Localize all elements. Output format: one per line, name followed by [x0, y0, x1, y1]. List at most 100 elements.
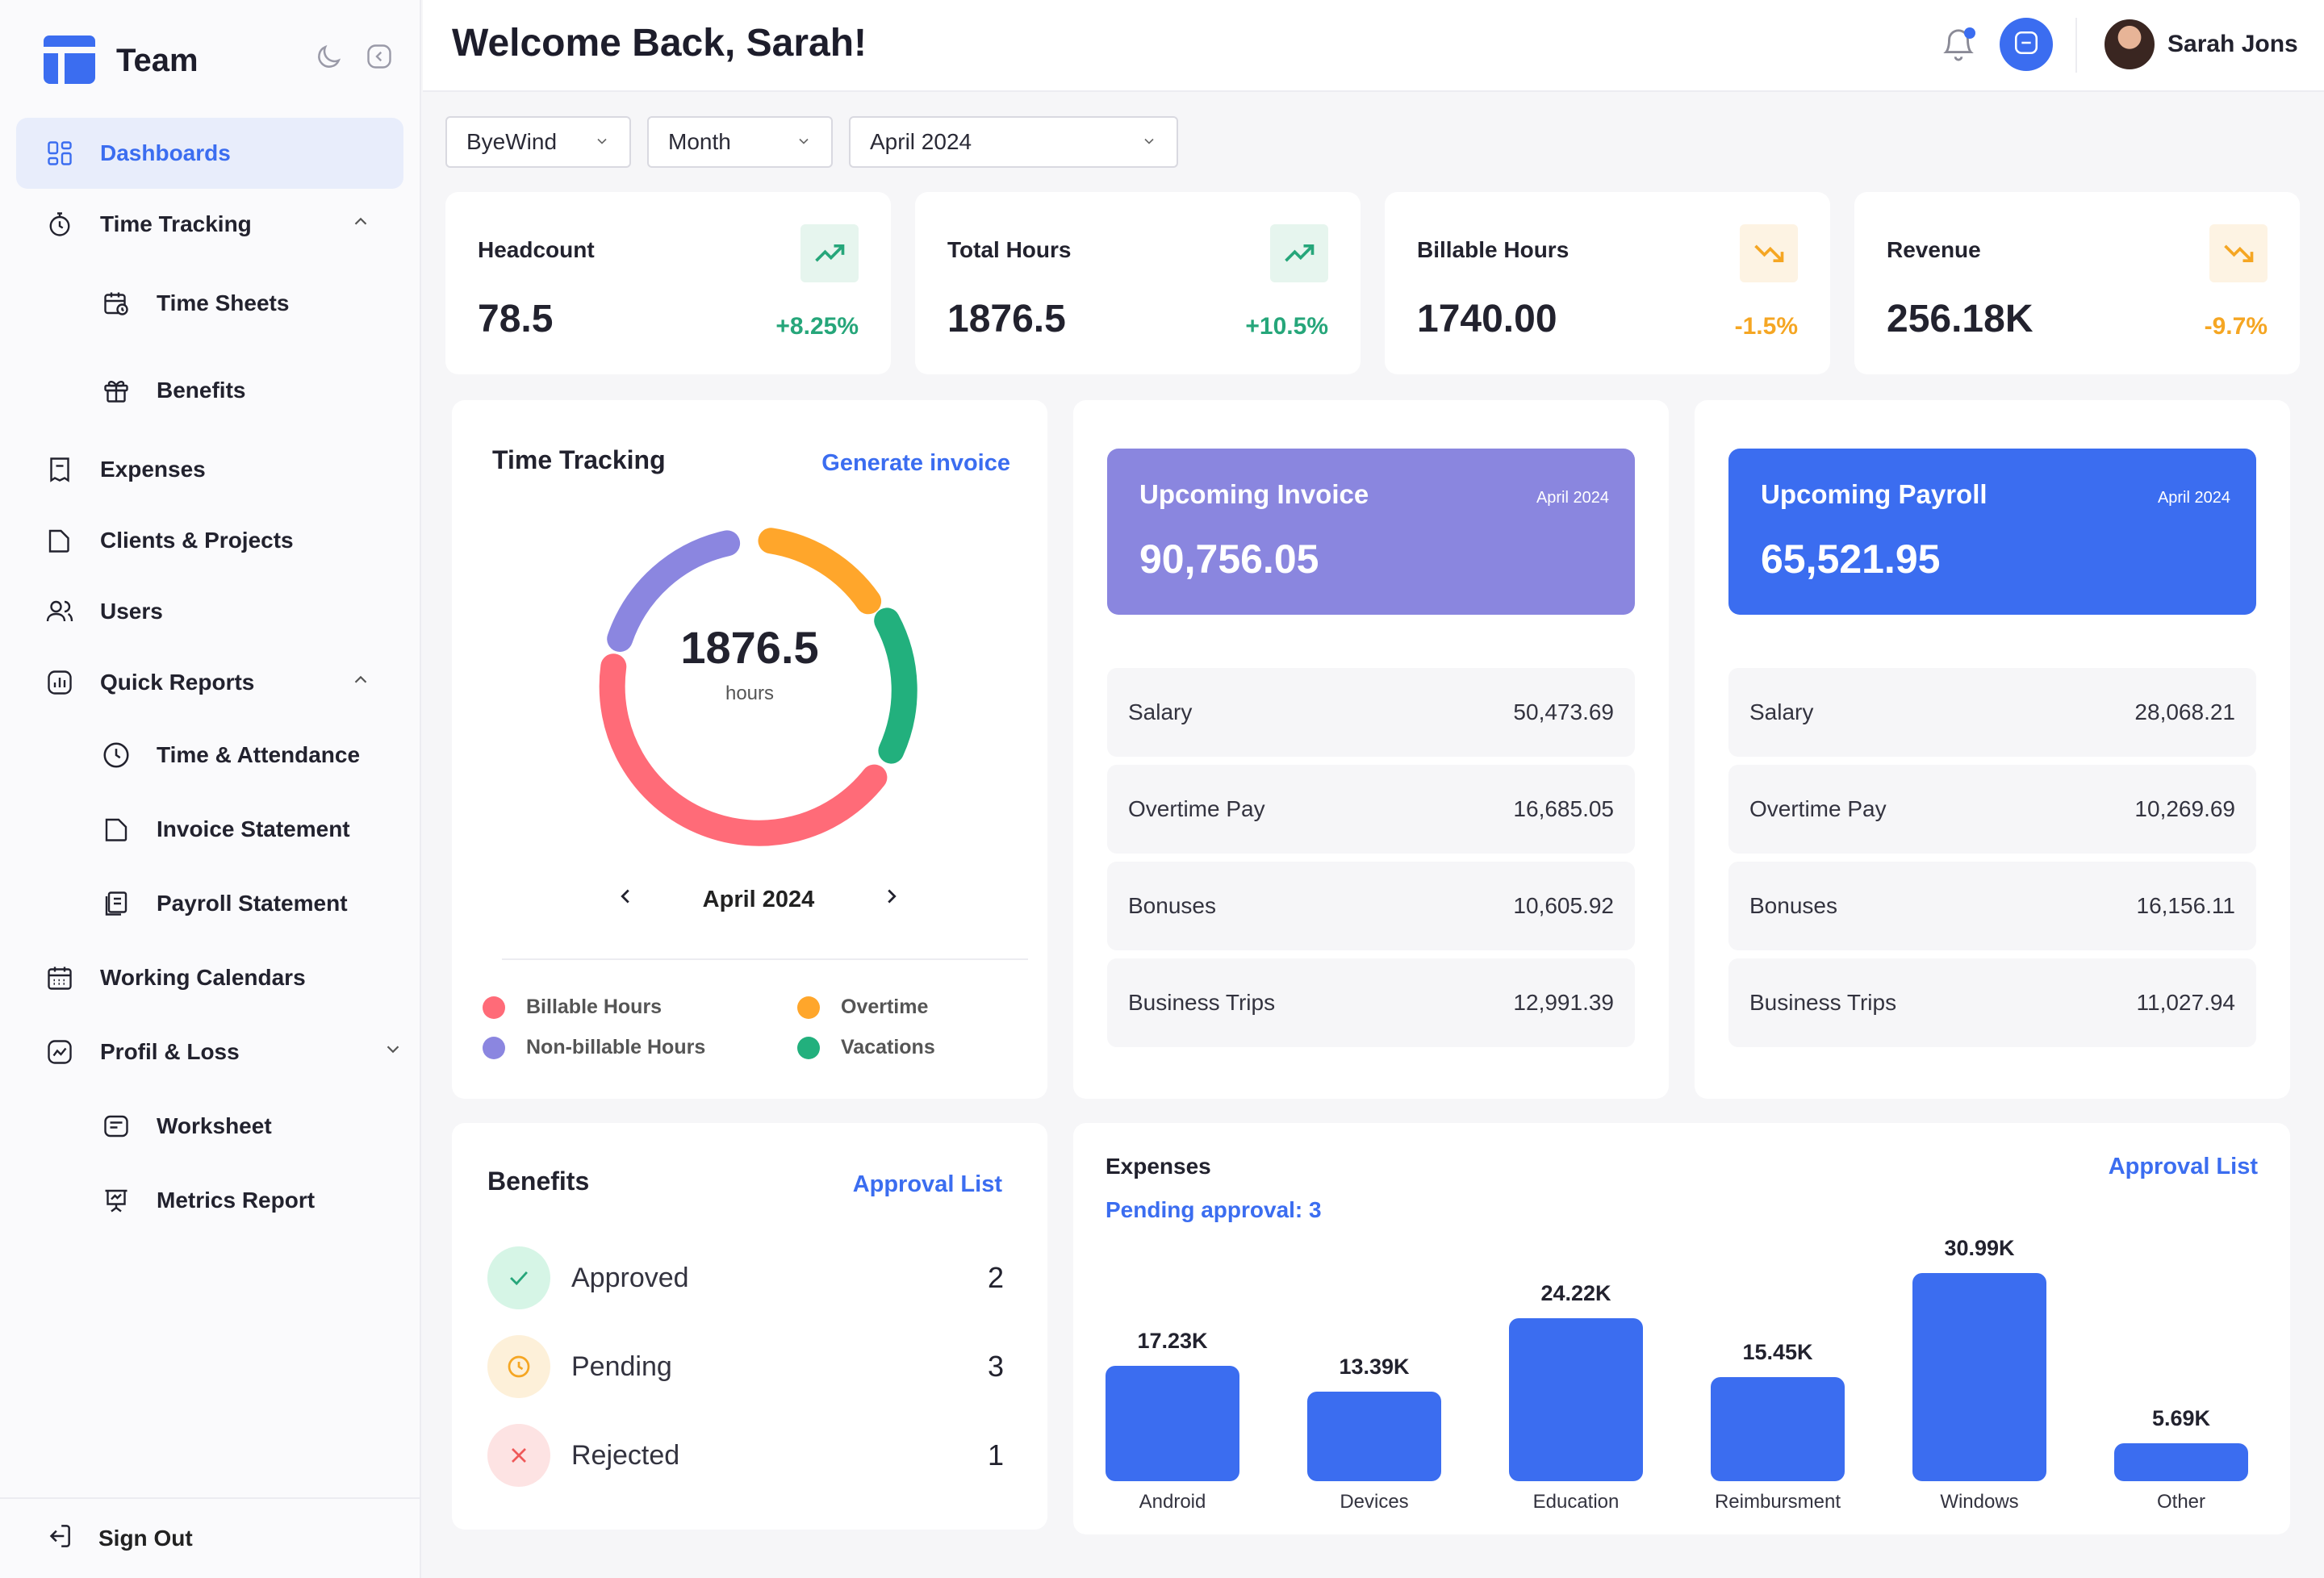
payroll-date: April 2024 [2157, 489, 2230, 507]
expenses-bar-chart: 17.23K Android 13.39K Devices 24.22K Educatio… [1073, 1123, 2290, 1534]
benefit-row-approved[interactable]: Approved 2 [487, 1246, 1004, 1310]
sidebar-item-working-calendars[interactable]: Working Calendars [16, 941, 403, 1015]
company-select-value: ByeWind [466, 129, 558, 154]
row-label: Overtime Pay [1128, 796, 1265, 821]
invoice-row: Bonuses 10,605.92 [1107, 862, 1635, 950]
benefit-label: Approved [571, 1262, 689, 1293]
sidebar-item-label: Time Sheets [157, 290, 290, 315]
card-title: Time Tracking [492, 445, 666, 474]
message-icon [2013, 29, 2040, 61]
benefit-count: 3 [987, 1350, 1004, 1383]
total-hours-unit: hours [725, 683, 775, 704]
bar-category-label: Windows [1940, 1491, 2019, 1513]
invoice-amount: 90,756.05 [1139, 536, 1319, 582]
bar-windows[interactable] [1912, 1273, 2046, 1481]
sidebar-item-expenses[interactable]: Expenses [16, 434, 403, 505]
trend-down-icon [2209, 224, 2268, 282]
approval-list-link[interactable]: Approval List [852, 1171, 1002, 1197]
bar-android[interactable] [1106, 1366, 1239, 1481]
pending-approval-link[interactable]: Pending approval: 3 [1106, 1197, 1322, 1222]
legend-swatch [483, 996, 505, 1019]
stat-card-billable-hours: Billable Hours 1740.00 -1.5% [1385, 192, 1830, 374]
chevron-up-icon[interactable] [350, 670, 371, 696]
row-label: Bonuses [1128, 893, 1216, 918]
bar-reimbursment[interactable] [1711, 1377, 1845, 1481]
presentation-icon [100, 1184, 132, 1217]
sidebar-item-benefits[interactable]: Benefits [16, 347, 403, 434]
worksheet-icon [100, 1110, 132, 1142]
stat-change: -9.7% [2204, 313, 2268, 340]
calendar-icon [44, 962, 76, 994]
legend-label: Vacations [841, 1036, 935, 1058]
bar-value-label: 17.23K [1137, 1329, 1208, 1353]
bar-education[interactable] [1509, 1318, 1643, 1481]
donut-segment-billable [599, 653, 888, 846]
sidebar-item-label: Metrics Report [157, 1188, 316, 1213]
company-select[interactable]: ByeWind [445, 116, 631, 168]
date-select[interactable]: April 2024 [849, 116, 1178, 168]
brand-name: Team [116, 42, 199, 78]
stat-value: 1876.5 [947, 298, 1066, 340]
benefit-label: Pending [571, 1350, 672, 1382]
invoice-row: Salary 50,473.69 [1107, 668, 1635, 757]
sidebar-item-profil-loss[interactable]: Profil & Loss [16, 1015, 403, 1089]
sidebar-item-time-sheets[interactable]: Time Sheets [16, 260, 403, 347]
row-value: 50,473.69 [1513, 699, 1614, 724]
sidebar: Team Dashboards Time Tracking Time Sheet… [0, 0, 421, 1578]
invoice-row: Business Trips 12,991.39 [1107, 958, 1635, 1047]
sidebar-item-time-attendance[interactable]: Time & Attendance [16, 718, 403, 792]
donut-chart [599, 528, 917, 846]
moon-icon[interactable] [313, 42, 344, 77]
stat-value: 256.18K [1887, 298, 2034, 340]
benefits-card: Benefits Approval List Approved 2 Pendin… [452, 1123, 1047, 1530]
legend-label: Non-billable Hours [526, 1036, 706, 1058]
total-hours-value: 1876.5 [680, 622, 819, 673]
benefit-row-pending[interactable]: Pending 3 [487, 1334, 1004, 1399]
sidebar-item-quick-reports[interactable]: Quick Reports [16, 647, 403, 718]
gift-icon [100, 374, 132, 407]
stopwatch-icon [44, 208, 76, 240]
chevron-up-icon[interactable] [350, 211, 371, 238]
approval-list-link[interactable]: Approval List [2108, 1154, 2258, 1179]
sidebar-item-time-tracking[interactable]: Time Tracking [16, 189, 403, 260]
notifications-button[interactable] [1940, 24, 1977, 69]
row-value: 28,068.21 [2134, 699, 2235, 724]
user-name[interactable]: Sarah Jons [2167, 31, 2298, 57]
sidebar-item-metrics-report[interactable]: Metrics Report [16, 1163, 403, 1238]
chevron-left-icon[interactable] [613, 884, 637, 915]
payroll-row: Business Trips 11,027.94 [1728, 958, 2256, 1047]
bar-devices[interactable] [1307, 1392, 1441, 1481]
bar-chart-icon [44, 666, 76, 699]
sidebar-item-payroll-statement[interactable]: Payroll Statement [16, 866, 403, 941]
sidebar-item-users[interactable]: Users [16, 576, 403, 647]
row-label: Salary [1749, 699, 1814, 724]
stat-change: +8.25% [775, 313, 859, 340]
messages-button[interactable] [2000, 18, 2053, 71]
stat-value: 78.5 [478, 298, 554, 340]
generate-invoice-link[interactable]: Generate invoice [821, 450, 1010, 476]
filters-bar: ByeWind Month April 2024 [445, 116, 1178, 168]
sign-out-label: Sign Out [98, 1526, 193, 1551]
sidebar-item-invoice-statement[interactable]: Invoice Statement [16, 792, 403, 866]
row-label: Business Trips [1749, 990, 1897, 1015]
chevron-down-icon[interactable] [382, 1039, 403, 1066]
avatar[interactable] [2103, 18, 2156, 71]
row-label: Business Trips [1128, 990, 1276, 1015]
sidebar-item-label: Clients & Projects [100, 528, 294, 553]
period-select[interactable]: Month [647, 116, 833, 168]
sidebar-item-label: Payroll Statement [157, 891, 348, 916]
stat-change: +10.5% [1245, 313, 1328, 340]
sidebar-item-worksheet[interactable]: Worksheet [16, 1089, 403, 1163]
payroll-row: Overtime Pay 10,269.69 [1728, 765, 2256, 854]
donut-segment-non-billable [607, 530, 741, 652]
benefit-row-rejected[interactable]: Rejected 1 [487, 1423, 1004, 1488]
collapse-sidebar-icon[interactable] [365, 42, 394, 77]
sign-out-button[interactable]: Sign Out [0, 1497, 421, 1578]
sidebar-item-clients-projects[interactable]: Clients & Projects [16, 505, 403, 576]
sidebar-item-label: Benefits [157, 378, 246, 403]
bar-other[interactable] [2114, 1443, 2248, 1481]
sidebar-item-dashboards[interactable]: Dashboards [16, 118, 403, 189]
grid-icon [44, 137, 76, 169]
chevron-right-icon[interactable] [880, 884, 904, 915]
sign-out-icon [44, 1521, 74, 1557]
